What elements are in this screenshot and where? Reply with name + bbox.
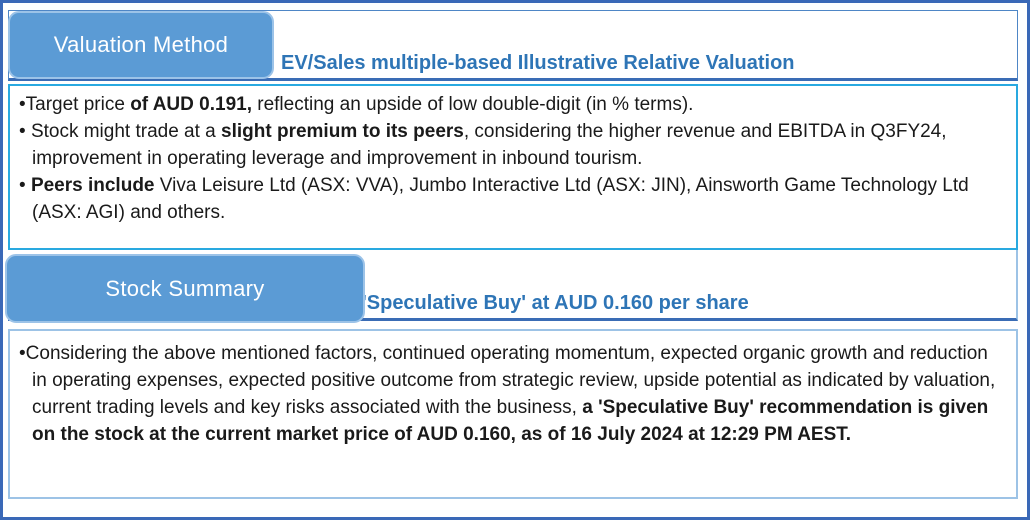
bullet-marker: • xyxy=(19,121,31,142)
bullet-text-segment: Considering the above mentioned factors,… xyxy=(25,343,996,418)
bullet-item: •Target price of AUD 0.191, reflecting a… xyxy=(19,91,1007,118)
stock-summary-tab-label: Stock Summary xyxy=(105,275,265,301)
stock-summary-content-box: •Considering the above mentioned factors… xyxy=(8,329,1018,499)
bullet-text-segment: a 'Speculative Buy' recommendation is gi… xyxy=(32,397,989,445)
bullet-text-segment: Stock might trade at a xyxy=(30,121,222,142)
bullet-marker: • xyxy=(19,94,26,115)
bullet-text-segment: , considering the higher revenue and EBI… xyxy=(32,121,947,169)
bullet-text-segment: Peers include xyxy=(30,175,155,196)
valuation-method-tab-label: Valuation Method xyxy=(53,32,229,57)
stock-summary-header: 'Speculative Buy' at AUD 0.160 per share xyxy=(8,250,1018,321)
bullet-text-segment: reflecting an upside of low double-digit… xyxy=(251,94,694,115)
bullet-text-segment: slight premium to its peers xyxy=(221,121,464,142)
bullet-marker: • xyxy=(19,343,26,364)
valuation-method-title: EV/Sales multiple-based Illustrative Rel… xyxy=(281,52,795,74)
bullet-item: • Stock might trade at a slight premium … xyxy=(19,118,1007,172)
bullet-text-segment: Target price xyxy=(25,94,131,115)
bullet-item: • Peers include Viva Leisure Ltd (ASX: V… xyxy=(19,172,1007,226)
bullet-item: •Considering the above mentioned factors… xyxy=(19,340,1007,448)
bullet-text-segment: of AUD 0.191, xyxy=(130,94,252,115)
valuation-method-content-box: •Target price of AUD 0.191, reflecting a… xyxy=(8,84,1018,250)
bullet-marker: • xyxy=(19,175,31,196)
valuation-method-tab: Valuation Method xyxy=(8,11,274,79)
stock-summary-tab: Stock Summary xyxy=(5,254,365,323)
bullet-text-segment: Viva Leisure Ltd (ASX: VVA), Jumbo Inter… xyxy=(32,175,969,223)
stock-summary-title: 'Speculative Buy' at AUD 0.160 per share xyxy=(362,292,749,314)
